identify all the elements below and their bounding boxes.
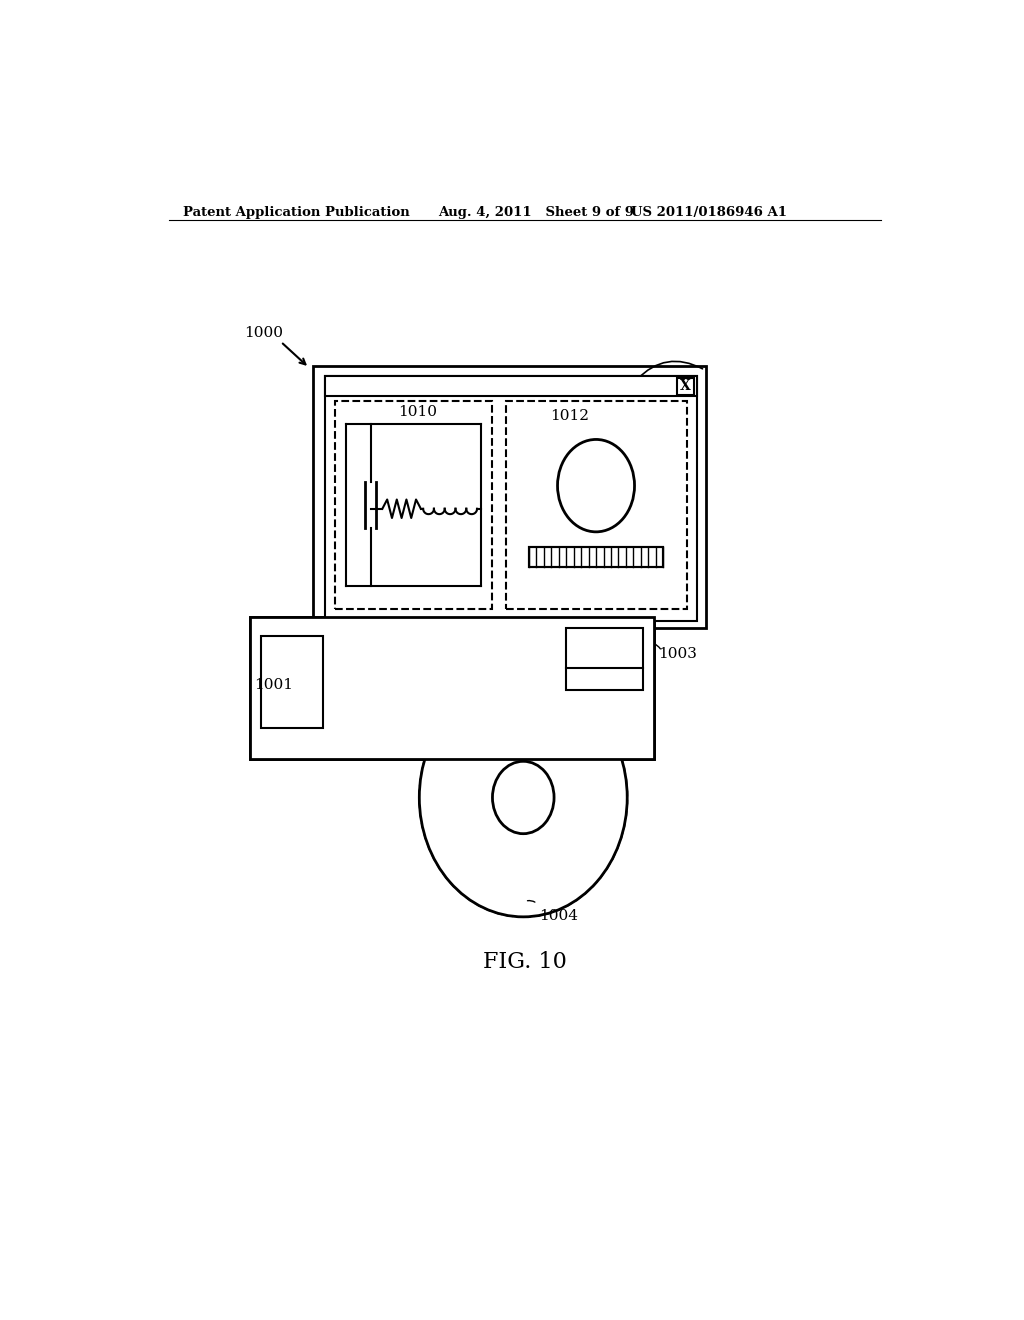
Bar: [250, 616, 654, 759]
Text: X: X: [680, 379, 691, 393]
Ellipse shape: [493, 762, 554, 834]
Text: FIG. 10: FIG. 10: [483, 952, 566, 974]
Text: US 2011/0186946 A1: US 2011/0186946 A1: [631, 206, 787, 219]
Bar: [565, 628, 643, 689]
Bar: [416, 605, 639, 755]
Text: 1000: 1000: [245, 326, 284, 341]
Ellipse shape: [419, 678, 628, 917]
Bar: [325, 376, 696, 396]
Text: 1002: 1002: [608, 378, 647, 392]
Ellipse shape: [419, 678, 628, 917]
Text: Aug. 4, 2011   Sheet 9 of 9: Aug. 4, 2011 Sheet 9 of 9: [438, 206, 635, 219]
Text: 1001: 1001: [254, 678, 293, 692]
Bar: [677, 378, 694, 395]
Bar: [565, 628, 643, 689]
Text: Patent Application Publication: Patent Application Publication: [183, 206, 410, 219]
Bar: [528, 548, 664, 566]
Bar: [325, 376, 696, 622]
Ellipse shape: [557, 440, 635, 532]
Bar: [313, 367, 706, 628]
Bar: [261, 636, 323, 729]
Bar: [506, 401, 686, 609]
Bar: [261, 636, 323, 729]
Text: 1012: 1012: [550, 409, 589, 422]
Bar: [335, 401, 493, 609]
Text: 1004: 1004: [539, 909, 578, 923]
Text: 1003: 1003: [658, 647, 697, 661]
Bar: [250, 616, 654, 759]
Bar: [528, 548, 664, 566]
Text: 1010: 1010: [398, 405, 437, 418]
